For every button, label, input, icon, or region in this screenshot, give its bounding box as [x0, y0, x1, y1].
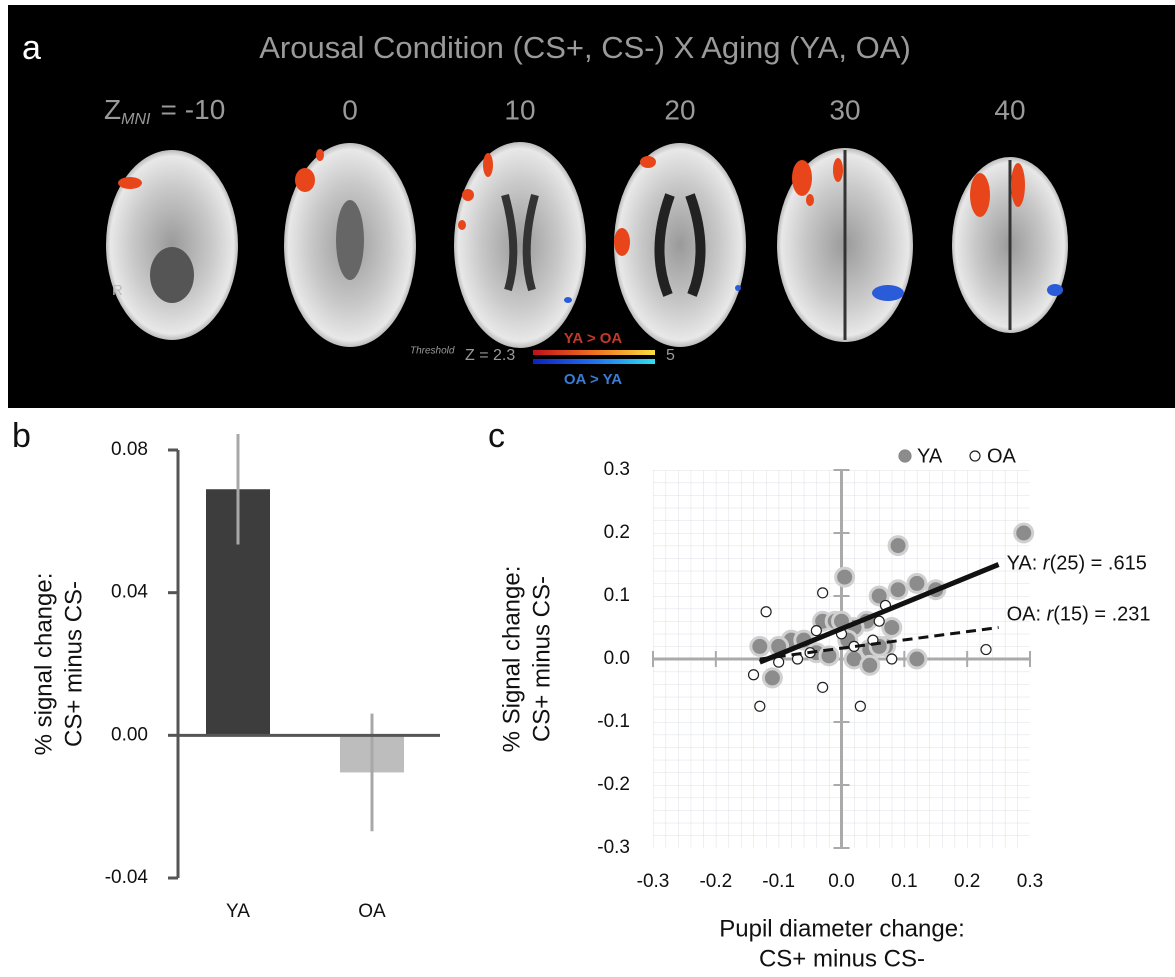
point — [1015, 524, 1033, 542]
slice-label-part: MNI — [121, 111, 151, 128]
axis-label: % Signal change: — [498, 566, 525, 753]
legend-label: OA — [987, 445, 1017, 467]
point — [908, 574, 926, 592]
x-tick-label: 0.2 — [954, 871, 980, 892]
point — [874, 616, 884, 626]
x-tick-label: YA — [226, 901, 250, 922]
point — [763, 669, 781, 687]
point — [887, 654, 897, 664]
axis-label: CS+ minus CS- — [528, 576, 555, 742]
colorbar-positive — [533, 350, 655, 355]
slice-label: 40 — [994, 94, 1025, 125]
axis-label: CS+ minus CS- — [759, 945, 925, 972]
slice-label-part: = — [160, 94, 176, 125]
x-tick-label: -0.1 — [762, 871, 795, 892]
fit-annotation: YA: r(25) = .615 — [1007, 553, 1147, 575]
y-tick-label: 0.04 — [111, 582, 148, 603]
y-tick-label: -0.1 — [597, 711, 630, 732]
panel-label: b — [12, 417, 31, 455]
panel-label: c — [488, 417, 505, 455]
slice-label: 10 — [504, 94, 535, 125]
brain-structure — [150, 247, 194, 303]
legend-label: YA — [917, 445, 943, 467]
point — [889, 581, 907, 599]
x-tick-label: -0.2 — [699, 871, 732, 892]
figure: a Arousal Condition (CS+, CS-) X Aging (… — [0, 0, 1175, 977]
colorbar-negative — [533, 359, 655, 364]
colorbar-max: 5 — [666, 347, 675, 364]
fit-annotation: OA: r(15) = .231 — [1007, 604, 1151, 626]
slice-label-part: Z — [104, 94, 121, 125]
slice-label: 20 — [664, 94, 695, 125]
fit-annotation-part: (15) = .231 — [1053, 604, 1150, 626]
point — [818, 588, 828, 598]
y-tick-label: 0.3 — [604, 459, 630, 480]
fit-annotation-part: (25) = .615 — [1050, 553, 1147, 575]
brain-structure — [336, 200, 364, 280]
point — [836, 568, 854, 586]
y-tick-label: 0.1 — [604, 585, 630, 606]
legend-marker — [970, 451, 980, 461]
slice-label-part: -10 — [185, 94, 225, 125]
point — [811, 626, 821, 636]
point — [883, 619, 901, 637]
axis-label: % signal change: — [30, 573, 57, 756]
x-tick-label: 0.0 — [828, 871, 854, 892]
x-tick-label: 0.3 — [1017, 871, 1043, 892]
x-tick-label: OA — [358, 901, 386, 922]
y-tick-label: -0.3 — [597, 837, 630, 858]
axis-label: CS+ minus CS- — [60, 581, 87, 747]
fit-annotation-part: YA: — [1007, 553, 1043, 575]
threshold-value: Z = 2.3 — [465, 347, 515, 364]
panel-label: a — [22, 29, 41, 67]
y-tick-label: 0.00 — [111, 724, 148, 745]
panel-a: a Arousal Condition (CS+, CS-) X Aging (… — [8, 5, 1175, 408]
legend-marker — [899, 450, 911, 462]
point — [755, 701, 765, 711]
y-tick-label: -0.04 — [105, 867, 149, 888]
y-tick-label: 0.0 — [604, 648, 630, 669]
contrast-negative: OA > YA — [564, 371, 622, 388]
point — [861, 656, 879, 674]
y-tick-label: 0.2 — [604, 522, 630, 543]
x-tick-label: 0.1 — [891, 871, 917, 892]
brain-slice — [614, 143, 746, 347]
contrast-positive: YA > OA — [564, 330, 623, 347]
point — [749, 670, 759, 680]
point — [855, 701, 865, 711]
y-tick-label: 0.08 — [111, 439, 148, 460]
point — [774, 657, 784, 667]
point — [818, 682, 828, 692]
x-tick-label: -0.3 — [637, 871, 670, 892]
point — [761, 607, 771, 617]
point — [981, 645, 991, 655]
panel-title: Arousal Condition (CS+, CS-) X Aging (YA… — [259, 30, 911, 65]
slice-label: 30 — [829, 94, 860, 125]
point — [889, 537, 907, 555]
y-tick-label: -0.2 — [597, 774, 630, 795]
axis-label: Pupil diameter change: — [719, 915, 964, 942]
point — [908, 650, 926, 668]
page: a Arousal Condition (CS+, CS-) X Aging (… — [0, 0, 1175, 977]
slice-label: 0 — [342, 94, 358, 125]
threshold-word: Threshold — [410, 346, 455, 357]
brain-slice — [454, 142, 586, 348]
fit-annotation-part: OA: — [1007, 604, 1047, 626]
point — [751, 637, 769, 655]
orientation-label: R — [112, 282, 123, 299]
